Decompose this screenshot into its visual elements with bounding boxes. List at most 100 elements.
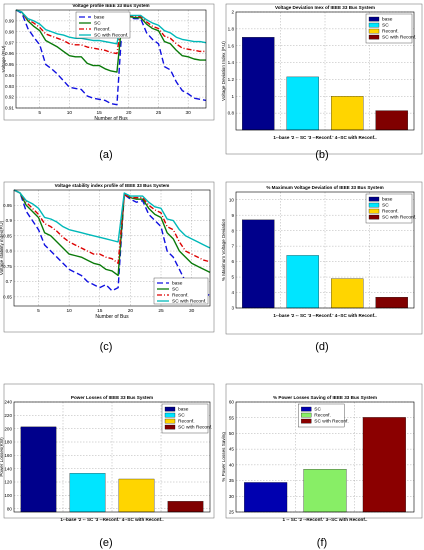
y-tick-label: 180 [4, 440, 12, 445]
y-tick-label: 0.9 [6, 218, 13, 223]
legend-label: SC [314, 407, 321, 413]
legend-box [153, 277, 209, 305]
y-tick-label: 4 [231, 290, 234, 295]
y-tick-label: 0.8 [6, 249, 13, 254]
legend-label: SC [94, 21, 101, 27]
series-line-reconf- [15, 9, 206, 55]
x-axis-label: 1--base '2 -- SC '3 --Reconf.' 4--SC wit… [60, 517, 163, 522]
y-tick-label: 45 [229, 447, 235, 452]
legend-swatch [164, 406, 176, 412]
y-tick-label: 7 [231, 244, 234, 249]
panel-label: (d) [315, 341, 328, 353]
panel-frame [225, 3, 423, 155]
legend-label: SC [382, 23, 389, 29]
x-axis-label: Number of Bus [94, 116, 128, 122]
y-tick-label: 1 [231, 94, 234, 99]
legend-label: SC [382, 203, 389, 209]
x-axis-label: 1 -- SC '2 --Reconf.' 3--SC with Reconf.… [283, 517, 368, 522]
y-axis-label: Power Losses(KW) [0, 437, 4, 477]
y-tick-label: 55 [229, 415, 235, 420]
y-tick-label: 9 [231, 213, 234, 218]
y-tick-label: 0.98 [5, 29, 14, 34]
bar-sc-with-reconf- [362, 417, 406, 513]
series-line-sc [13, 189, 211, 277]
bar-sc-with-reconf- [167, 501, 204, 513]
y-tick-label: 35 [229, 478, 235, 483]
y-tick-label: 0.85 [3, 233, 12, 238]
y-tick-label: 10 [229, 197, 235, 202]
y-tick-label: 100 [4, 493, 12, 498]
panel-label: (c) [100, 341, 113, 353]
legend-swatch [301, 406, 312, 412]
series-line-base [15, 9, 207, 106]
y-tick-label: 0.95 [5, 62, 14, 67]
panel-label: (a) [99, 149, 112, 161]
y-tick-label: 0.97 [5, 40, 14, 45]
chart-panel-d: % Maximum Voltage Deviation of IEEE 33 B… [221, 181, 423, 353]
legend-label: base [178, 407, 189, 413]
series-line-sc-with-reconf- [13, 189, 211, 249]
plot-border [13, 401, 211, 513]
x-tick-label: 20 [128, 308, 134, 314]
x-tick-label: 30 [189, 308, 195, 314]
chart-panel-f: % Power Losses Saving of IEEE 33 Bus Sys… [221, 383, 423, 549]
bar-sc [69, 473, 106, 513]
legend-swatch [301, 412, 312, 418]
x-tick-label: 10 [66, 308, 72, 314]
legend-label: Reconf. [172, 293, 189, 299]
y-axis-label: Voltage Deviation Index (P.U) [221, 41, 226, 101]
y-tick-label: 50 [229, 431, 235, 436]
legend-swatch [164, 412, 176, 418]
y-tick-label: 240 [4, 400, 12, 405]
y-tick-label: 8 [231, 228, 234, 233]
y-tick-label: 25 [229, 510, 235, 515]
series-line-sc-with-reconf- [15, 9, 207, 45]
y-tick-label: 0.94 [5, 73, 14, 78]
y-tick-label: 40 [229, 462, 235, 467]
legend-label: Reconf. [382, 29, 399, 35]
bar-base [242, 37, 275, 131]
legend-swatch [368, 208, 380, 214]
y-tick-label: 5 [231, 275, 234, 280]
x-axis-ticks [62, 402, 162, 512]
bar-sc-with-reconf- [375, 110, 408, 131]
x-axis-label: 1--base '2 -- SC '3 --Reconf.' 4--SC wit… [273, 313, 376, 318]
legend-label: Reconf. [178, 419, 195, 425]
plot-border [13, 189, 211, 307]
legend-label: base [382, 17, 393, 23]
y-tick-label: 0.93 [5, 84, 14, 89]
legend-swatch [368, 28, 380, 34]
legend-swatch [368, 22, 380, 28]
y-tick-label: 2 [231, 10, 234, 15]
y-tick-label: 0.8 [228, 111, 235, 116]
panel-frame [3, 181, 215, 333]
y-tick-label: 160 [4, 453, 12, 458]
y-tick-label: 30 [229, 494, 235, 499]
chart-panel-b: Voltage Deviation Inex of IEEE 33 Bus Sy… [221, 3, 423, 161]
legend-label: SC with Reconf. [314, 419, 348, 425]
chart-title: Voltage stability index profile of IEEE … [55, 183, 170, 188]
legend-label: SC with Reconf. [178, 425, 212, 431]
legend-swatch [164, 424, 176, 430]
y-tick-label: 0.99 [5, 18, 14, 23]
bar-reconf- [331, 278, 364, 309]
legend-swatch [368, 202, 380, 208]
panel-frame [225, 383, 423, 519]
bar-sc-with-reconf- [375, 297, 408, 309]
x-tick-label: 15 [96, 110, 102, 116]
y-tick-label: 60 [229, 400, 235, 405]
x-tick-label: 25 [158, 308, 164, 314]
series-line-base [13, 189, 211, 296]
panel-frame [3, 3, 215, 121]
legend-label: SC [178, 413, 185, 419]
legend-swatch [368, 34, 380, 40]
plot-border [235, 191, 415, 309]
y-tick-label: 0.7 [6, 279, 13, 284]
legend-label: SC with Reconf. [382, 35, 416, 41]
panel-frame [225, 181, 423, 335]
bar-reconf- [331, 96, 364, 131]
chart-panel-e: Power Losses of IEEE 33 Bus System 80 100 1… [0, 383, 215, 549]
